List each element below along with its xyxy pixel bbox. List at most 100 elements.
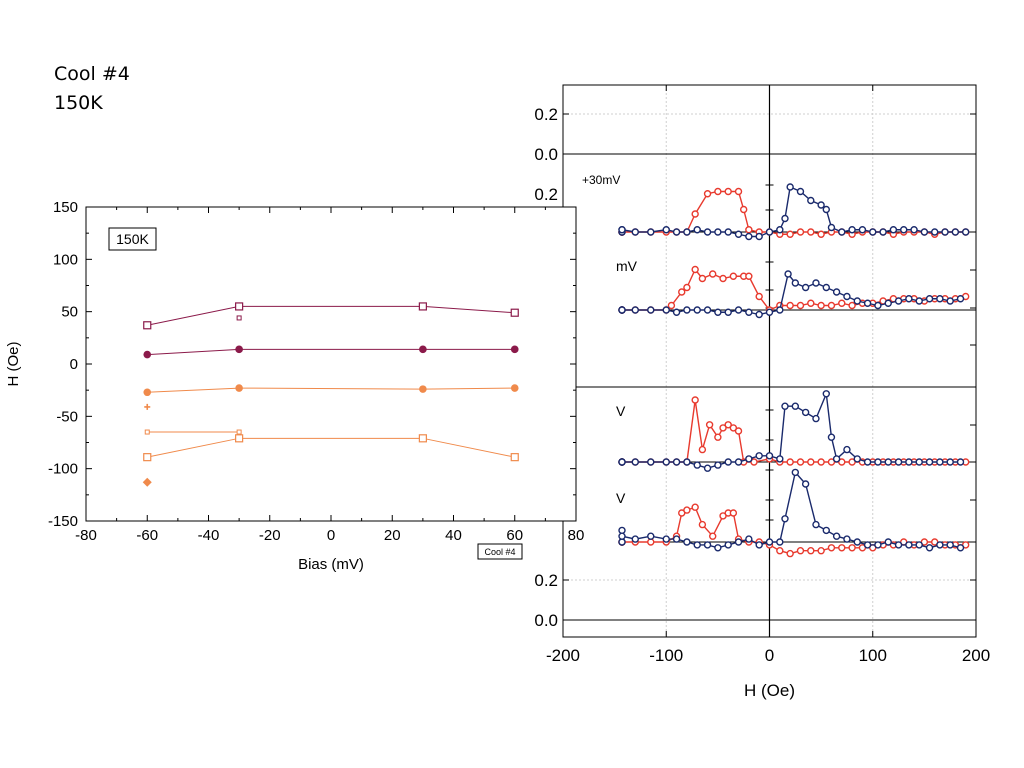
data-point-navy [941,228,949,236]
data-point-navy [884,538,892,546]
y-tick-label: 0.2 [534,571,558,590]
series-line-orange [147,437,515,458]
data-point-navy [714,308,722,316]
data-point-filled-circle [510,384,519,392]
data-point-small-square [236,429,242,435]
data-point-open-square [510,453,519,462]
data-point-tiny-square [236,315,242,321]
data-point-red [807,547,815,555]
data-point-navy [618,538,626,546]
data-point-navy [776,455,784,463]
data-point-small-square [144,429,150,435]
data-point-navy [631,458,639,466]
data-point-navy [765,452,774,460]
data-point-navy [832,288,841,296]
data-point-navy [853,538,861,546]
data-point-open-square [143,453,152,462]
panel-bias-label: +30mV [582,173,620,187]
series-line-red [622,190,966,235]
data-point-red [827,458,836,466]
data-point-navy [894,458,903,466]
x-tick-label: 0 [327,527,335,544]
data-point-red [807,299,815,307]
data-point-navy [884,458,892,466]
data-point-red [755,292,763,301]
data-point-red [739,205,748,214]
data-point-navy [812,414,820,423]
data-point-filled-circle [419,345,427,354]
data-point-navy [683,458,691,466]
data-point-navy [647,532,655,540]
data-point-navy [693,461,701,469]
data-point-navy [905,295,913,303]
data-point-filled-circle [143,388,152,397]
data-point-red [729,424,738,432]
data-point-navy [703,228,712,236]
data-point-open-square [418,434,427,443]
data-point-red [838,458,846,466]
data-point-navy [936,541,944,549]
data-point-navy [765,308,774,316]
tag-label: Cool #4 [484,547,515,557]
data-point-open-square [235,434,244,443]
data-point-navy [755,232,763,241]
slide-title: Cool #4 150K [54,60,130,118]
data-point-red [786,230,794,238]
data-point-navy [801,283,810,292]
data-point-navy [683,306,691,314]
data-point-navy [745,455,753,463]
data-point-navy [925,544,934,552]
data-point-navy [869,228,877,236]
data-point-navy [822,283,830,292]
x-tick-label: -40 [198,527,220,544]
data-point-navy [822,390,830,398]
data-point-red [817,230,825,238]
data-point-navy [889,226,898,234]
x-tick-label: 0 [765,646,774,665]
data-point-red [678,288,686,296]
data-point-red [838,299,846,307]
data-point-open-square [510,308,519,317]
data-point-navy [791,468,800,477]
x-tick-label: -100 [649,646,683,665]
data-point-open-square [418,302,427,311]
data-point-red [698,520,707,529]
data-point-red [683,283,691,292]
data-point-navy [874,458,882,466]
data-point-navy [900,226,908,234]
data-point-navy [662,458,670,466]
data-point-navy [951,228,960,236]
data-point-open-square [143,321,152,330]
data-point-navy [961,228,970,236]
data-point-navy [946,541,954,549]
data-point-navy [931,228,939,236]
data-point-navy [915,458,923,466]
data-point-navy [683,538,691,546]
y-tick-label: 0.2 [534,185,558,204]
data-point-navy [734,306,743,314]
data-point-red [786,301,794,310]
data-point-navy [781,515,789,523]
data-point-red [647,538,655,546]
data-point-red [838,544,846,552]
data-point-navy [863,458,872,466]
data-point-navy [791,402,800,410]
data-point-red [807,228,815,236]
series-line-dark_magenta [147,348,515,356]
data-point-navy [672,228,681,236]
data-point-red [729,272,738,280]
data-point-navy [714,228,722,236]
data-point-navy [925,295,934,303]
data-point-navy [647,228,655,236]
data-point-red [667,301,676,310]
data-point-navy [672,458,681,466]
data-point-navy [786,183,794,191]
data-point-navy [724,228,732,236]
data-point-red [817,547,825,555]
data-point-navy [874,541,882,549]
y-tick-label: -100 [48,461,78,478]
series-line-dark_magenta [147,305,515,326]
x-tick-label: -20 [259,527,281,544]
data-point-red [714,433,722,441]
data-point-red [796,228,805,236]
